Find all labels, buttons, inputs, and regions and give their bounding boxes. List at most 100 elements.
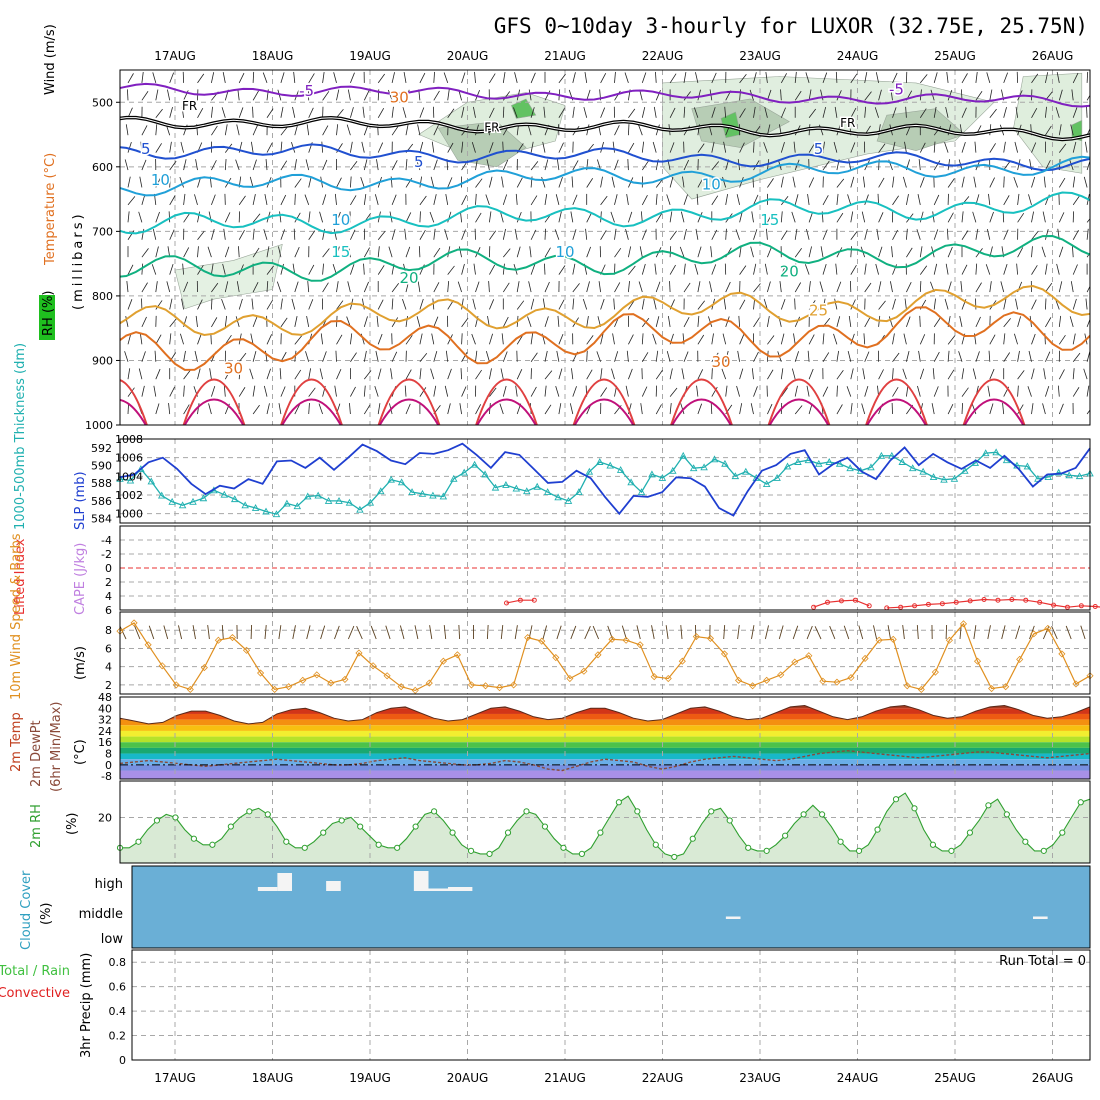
wind-barb: [169, 160, 177, 171]
surface-heat-arc: [866, 398, 927, 425]
wind-barb: [861, 403, 866, 415]
isotherm-line: [120, 191, 1090, 235]
cloud-axis-labels: Cloud Cover: [19, 870, 34, 950]
wind-barb: [947, 369, 955, 380]
wind10m-point: [552, 653, 560, 662]
wind-barb: [294, 212, 301, 223]
wind-barb: [1086, 127, 1090, 136]
wind-barb: [919, 315, 921, 327]
wind10m-barb: [621, 625, 627, 640]
wind-barb: [502, 263, 505, 275]
thickness-tick-label: 586: [91, 495, 112, 508]
surface-heat-arc: [120, 379, 148, 425]
wind-barb: [489, 230, 497, 240]
rh2m-tick-label: 20: [98, 811, 112, 824]
wind-barb: [572, 229, 577, 240]
wind-barb: [127, 73, 134, 84]
wind-barb: [804, 264, 810, 275]
wind-barb: [833, 333, 838, 345]
wind-barb: [152, 228, 157, 240]
wind-barb: [892, 298, 896, 310]
wind-barb: [363, 404, 371, 415]
wind-barb: [791, 211, 796, 223]
axis-tick-label: 1000: [85, 419, 113, 432]
wind-barb: [541, 176, 546, 188]
wind-barb: [1045, 282, 1053, 293]
wind-barb: [457, 281, 462, 293]
wind-barb: [611, 368, 615, 380]
rh2m-point: [837, 838, 844, 845]
thickness-point: [1023, 462, 1032, 470]
wind10m-barb: [458, 624, 461, 640]
wind-barb: [597, 159, 601, 171]
wind10m-barb: [873, 625, 878, 640]
wind-barb: [724, 106, 727, 118]
wind-barb: [183, 281, 189, 293]
temperature-tick-label: 32: [98, 714, 112, 727]
wind-barb: [850, 403, 853, 415]
lifted-index-line: [886, 598, 1100, 609]
wind-barb: [961, 142, 966, 153]
wind-barb: [836, 404, 843, 415]
wind-barb: [652, 141, 657, 153]
surface-heat-arc: [768, 398, 830, 425]
thickness-point: [585, 467, 594, 475]
wind10m-barb: [542, 625, 548, 640]
wind-barb: [447, 142, 454, 153]
wind-barb: [197, 230, 205, 241]
wind10m-barb: [764, 625, 769, 640]
wind-barb: [1027, 386, 1032, 397]
wind-barb: [558, 299, 565, 310]
wind-barb: [362, 106, 365, 118]
wind10m-point: [453, 651, 461, 659]
wind-barb: [266, 368, 271, 380]
wind-barb: [544, 316, 549, 328]
wind-barb: [906, 316, 911, 328]
wind-barb: [878, 369, 884, 380]
wind-barb: [584, 71, 588, 83]
wind-barb: [336, 124, 339, 136]
wind-barb: [711, 72, 717, 84]
wind-barb: [822, 352, 830, 362]
wind-barb: [808, 142, 816, 153]
wind10m-barb: [221, 625, 224, 640]
temperature-band: [120, 725, 1090, 731]
wind-barb: [308, 264, 315, 275]
wind-barb: [391, 160, 398, 171]
temperature-band: [120, 713, 1090, 720]
wind-barb: [155, 246, 159, 258]
wind-barb: [1003, 229, 1009, 240]
thickness-point: [293, 502, 302, 510]
wind10m-point: [763, 676, 771, 684]
wind-barb: [989, 334, 996, 345]
wind-barb: [933, 141, 936, 153]
wind-barb: [223, 385, 226, 397]
wind-barb: [419, 72, 426, 84]
wind10m-barb: [320, 625, 326, 640]
wind10m-barb: [1001, 625, 1006, 640]
rh2m-point: [135, 838, 142, 845]
wind10m-point: [931, 668, 939, 676]
wind-barb: [919, 108, 927, 118]
wind-barb: [294, 316, 298, 327]
wind10m-barb: [163, 625, 169, 640]
wind10m-point: [425, 679, 433, 687]
lifted-index-point: [995, 597, 1001, 603]
wind-barb: [141, 71, 144, 83]
rh2m-point: [467, 847, 475, 854]
wind-barb: [628, 368, 633, 380]
wind-barb: [361, 298, 365, 310]
wind-barb: [1086, 251, 1090, 258]
temperature-band: [120, 742, 1090, 748]
wind-barb: [669, 264, 676, 275]
wind-barb: [808, 334, 815, 345]
wind-barb: [905, 106, 907, 118]
wind-barb: [753, 351, 759, 362]
wind-barb: [306, 124, 310, 136]
wind-barb: [1031, 368, 1035, 380]
wind-barb: [433, 282, 440, 293]
rh2m-units-label: (%): [65, 813, 80, 836]
wind-barb: [350, 195, 357, 206]
wind-barb: [944, 298, 949, 310]
